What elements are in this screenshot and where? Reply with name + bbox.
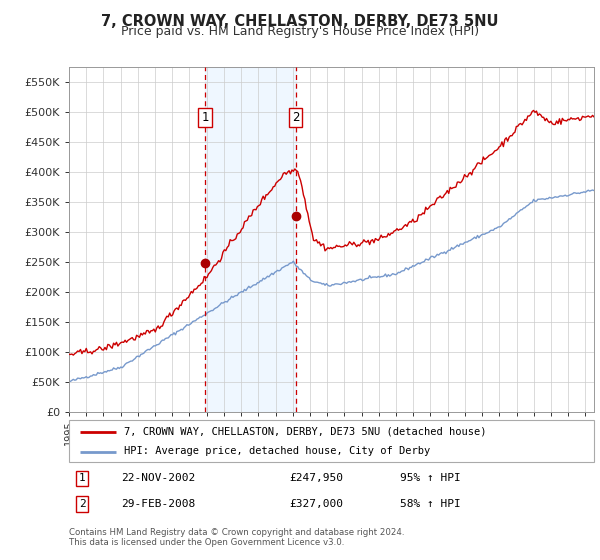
Bar	[205, 67, 296, 412]
Text: 29-FEB-2008: 29-FEB-2008	[121, 499, 196, 509]
Text: £247,950: £247,950	[290, 473, 343, 483]
Text: 22-NOV-2002: 22-NOV-2002	[121, 473, 196, 483]
Text: 95% ↑ HPI: 95% ↑ HPI	[400, 473, 461, 483]
Text: Price paid vs. HM Land Registry's House Price Index (HPI): Price paid vs. HM Land Registry's House …	[121, 25, 479, 38]
Text: 58% ↑ HPI: 58% ↑ HPI	[400, 499, 461, 509]
Text: 2: 2	[292, 111, 299, 124]
Text: 1: 1	[201, 111, 209, 124]
Text: £327,000: £327,000	[290, 499, 343, 509]
Text: 7, CROWN WAY, CHELLASTON, DERBY, DE73 5NU: 7, CROWN WAY, CHELLASTON, DERBY, DE73 5N…	[101, 14, 499, 29]
FancyBboxPatch shape	[69, 420, 594, 462]
Text: HPI: Average price, detached house, City of Derby: HPI: Average price, detached house, City…	[124, 446, 430, 456]
Text: 7, CROWN WAY, CHELLASTON, DERBY, DE73 5NU (detached house): 7, CROWN WAY, CHELLASTON, DERBY, DE73 5N…	[124, 427, 487, 437]
Text: 2: 2	[79, 499, 86, 509]
Text: Contains HM Land Registry data © Crown copyright and database right 2024.
This d: Contains HM Land Registry data © Crown c…	[69, 528, 404, 547]
Text: 1: 1	[79, 473, 86, 483]
